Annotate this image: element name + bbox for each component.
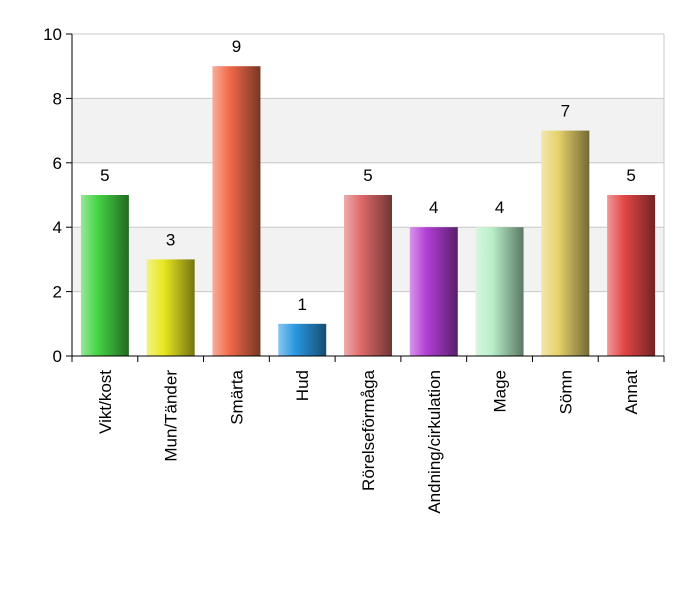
- x-tick-label: Vikt/kost: [96, 370, 115, 434]
- value-label: 7: [561, 102, 570, 121]
- bar: [278, 323, 327, 356]
- x-tick-label: Smärta: [227, 369, 246, 424]
- bar: [212, 66, 261, 356]
- value-label: 5: [363, 166, 372, 185]
- y-tick-label: 2: [53, 283, 62, 302]
- bar: [541, 130, 590, 356]
- y-tick-label: 6: [53, 154, 62, 173]
- y-tick-label: 4: [53, 218, 62, 237]
- x-tick-label: Mun/Tänder: [162, 370, 181, 462]
- value-label: 5: [626, 166, 635, 185]
- y-tick-label: 8: [53, 89, 62, 108]
- y-tick-label: 10: [43, 25, 62, 44]
- x-tick-label: Sömn: [556, 370, 575, 414]
- value-label: 3: [166, 230, 175, 249]
- value-label: 4: [429, 198, 438, 217]
- x-tick-label: Hud: [293, 370, 312, 401]
- bar: [607, 195, 656, 356]
- x-tick-label: Rörelseförmåga: [359, 369, 378, 490]
- x-tick-label: Mage: [491, 370, 510, 413]
- bar: [80, 195, 129, 356]
- x-tick-label: Andning/cirkulation: [425, 370, 444, 514]
- bar: [146, 259, 195, 356]
- value-label: 4: [495, 198, 504, 217]
- x-tick-label: Annat: [622, 370, 641, 415]
- y-tick-label: 0: [53, 347, 62, 366]
- bar: [409, 227, 458, 356]
- bar: [344, 195, 392, 356]
- bar: [475, 227, 524, 356]
- value-label: 1: [297, 295, 306, 314]
- value-label: 5: [100, 166, 109, 185]
- value-label: 9: [232, 37, 241, 56]
